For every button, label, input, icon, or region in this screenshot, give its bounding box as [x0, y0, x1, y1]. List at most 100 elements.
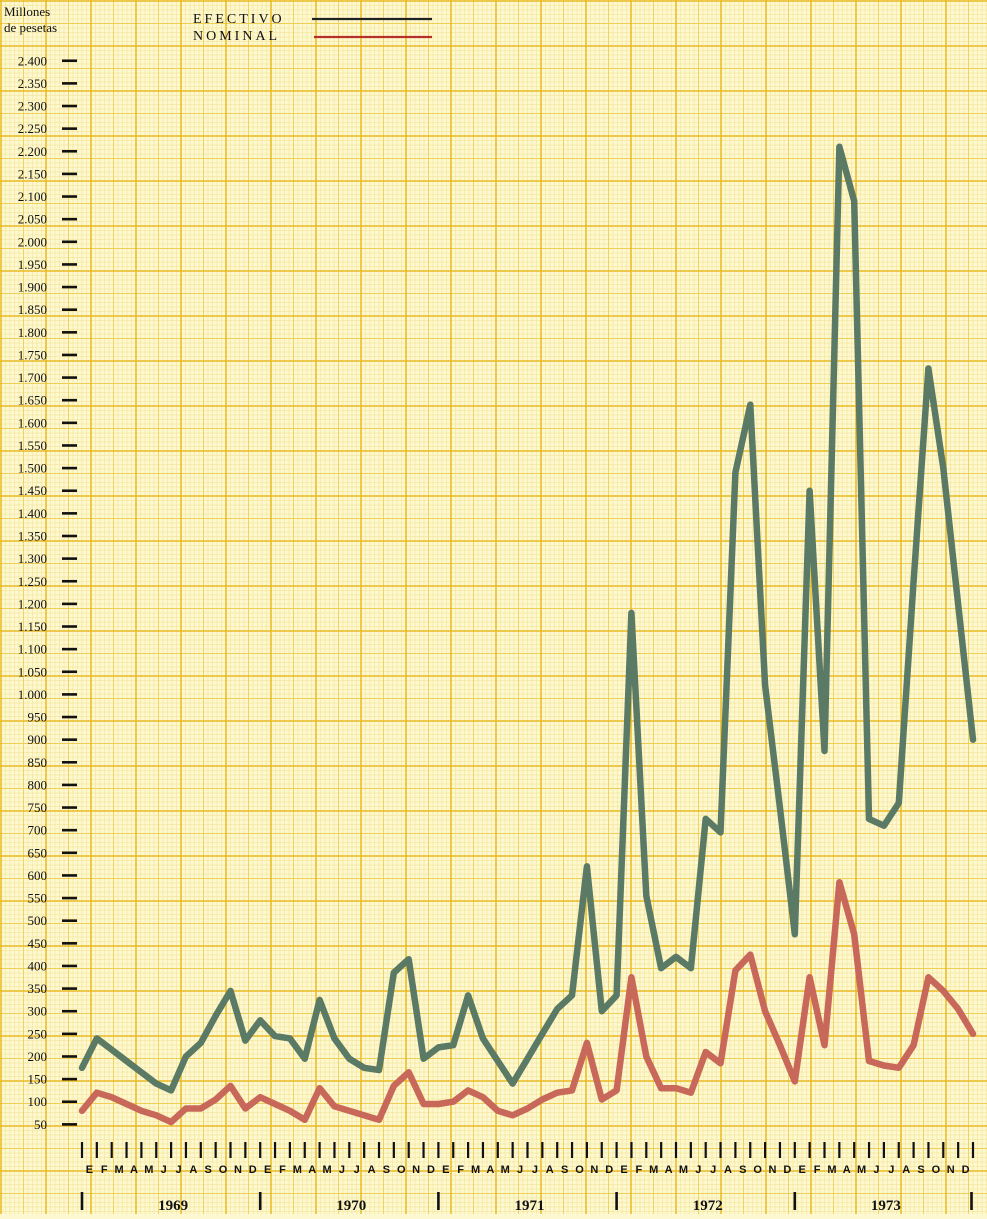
x-month-label: J [873, 1164, 879, 1176]
x-month-label: A [130, 1164, 138, 1176]
x-month-label: F [814, 1164, 821, 1176]
series [78, 143, 977, 1126]
y-tick-label: 1.400 [18, 506, 47, 521]
y-axis: Millones de pesetas 50 100 150 200 250 300 350… [4, 4, 77, 1132]
x-year-label: 1970 [336, 1198, 366, 1214]
y-tick-label: 1.050 [18, 664, 47, 679]
x-month-label: F [101, 1164, 108, 1176]
y-tick-label: 2.400 [18, 53, 47, 68]
y-tick-label: 2.000 [18, 234, 47, 249]
x-month-label: D [249, 1164, 257, 1176]
x-year-label: 1971 [515, 1198, 545, 1214]
x-month-label: M [501, 1164, 510, 1176]
x-month-label: O [575, 1164, 584, 1176]
x-month-label: S [739, 1164, 746, 1176]
series-line-efectivo [78, 143, 977, 1094]
x-month-label: M [115, 1164, 124, 1176]
x-month-label: J [354, 1164, 360, 1176]
x-month-label: M [827, 1164, 836, 1176]
x-month-label: M [649, 1164, 658, 1176]
x-month-label: E [86, 1164, 93, 1176]
x-month-label: O [932, 1164, 941, 1176]
y-tick-label: 2.250 [18, 121, 47, 136]
x-month-label: D [783, 1164, 791, 1176]
x-month-label: J [175, 1164, 181, 1176]
x-year-label: 1973 [871, 1198, 901, 1214]
x-month-label: J [695, 1164, 701, 1176]
x-month-label: S [383, 1164, 390, 1176]
x-month-label: M [679, 1164, 688, 1176]
y-tick-label: 650 [28, 845, 48, 860]
y-tick-label: 2.050 [18, 212, 47, 227]
x-month-label: E [442, 1164, 449, 1176]
x-month-label: N [412, 1164, 420, 1176]
x-month-label: A [665, 1164, 673, 1176]
x-month-label: S [561, 1164, 568, 1176]
x-month-label: N [947, 1164, 955, 1176]
legend-label-nominal: NOMINAL [193, 29, 280, 44]
y-tick-label: 1.800 [18, 325, 47, 340]
y-tick-label: 1.950 [18, 257, 47, 272]
y-tick-label: 1.850 [18, 302, 47, 317]
x-month-label: A [189, 1164, 197, 1176]
x-month-label: S [917, 1164, 924, 1176]
x-month-label: M [144, 1164, 153, 1176]
legend-label-efectivo: EFECTIVO [193, 12, 285, 27]
x-month-label: M [322, 1164, 331, 1176]
y-tick-label: 600 [28, 868, 48, 883]
x-month-label: A [546, 1164, 554, 1176]
x-year-label: 1972 [693, 1198, 723, 1214]
x-month-label: J [517, 1164, 523, 1176]
y-tick-label: 2.350 [18, 76, 47, 91]
y-tick-label: 1.650 [18, 393, 47, 408]
x-month-label: D [962, 1164, 970, 1176]
x-month-label: S [205, 1164, 212, 1176]
x-month-label: D [605, 1164, 613, 1176]
x-month-label: O [397, 1164, 406, 1176]
y-tick-label: 1.300 [18, 551, 47, 566]
x-month-label: J [710, 1164, 716, 1176]
y-tick-label: 550 [28, 891, 48, 906]
x-month-label: N [234, 1164, 242, 1176]
y-tick-label: 300 [28, 1004, 48, 1019]
x-month-label: J [888, 1164, 894, 1176]
x-month-label: M [293, 1164, 302, 1176]
y-tick-label: 100 [28, 1094, 48, 1109]
x-month-label: N [769, 1164, 777, 1176]
y-tick-label: 350 [28, 981, 48, 996]
x-month-label: A [724, 1164, 732, 1176]
y-tick-label: 750 [28, 800, 48, 815]
y-tick-label: 1.200 [18, 596, 47, 611]
y-tick-label: 2.100 [18, 189, 47, 204]
y-tick-label: 1.900 [18, 280, 47, 295]
y-tick-label: 150 [28, 1072, 48, 1087]
x-month-label: A [486, 1164, 494, 1176]
y-axis-label-line-1: Millones [4, 4, 50, 19]
y-tick-label: 250 [28, 1026, 48, 1041]
y-tick-label: 1.150 [18, 619, 47, 634]
legend: EFECTIVO NOMINAL [193, 12, 432, 44]
x-month-label: F [279, 1164, 286, 1176]
y-axis-label-line-2: de pesetas [4, 20, 57, 35]
x-month-label: A [368, 1164, 376, 1176]
y-tick-label: 1.700 [18, 370, 47, 385]
x-month-label: E [799, 1164, 806, 1176]
x-month-label: A [843, 1164, 851, 1176]
x-month-label: J [532, 1164, 538, 1176]
y-tick-label: 450 [28, 936, 48, 951]
x-month-label: F [636, 1164, 643, 1176]
y-tick-label: 800 [28, 777, 48, 792]
y-tick-label: 2.200 [18, 144, 47, 159]
x-month-label: M [471, 1164, 480, 1176]
y-tick-label: 2.300 [18, 99, 47, 114]
y-tick-label: 1.450 [18, 483, 47, 498]
y-tick-label: 50 [34, 1117, 47, 1132]
x-month-label: M [857, 1164, 866, 1176]
y-tick-label: 1.350 [18, 528, 47, 543]
